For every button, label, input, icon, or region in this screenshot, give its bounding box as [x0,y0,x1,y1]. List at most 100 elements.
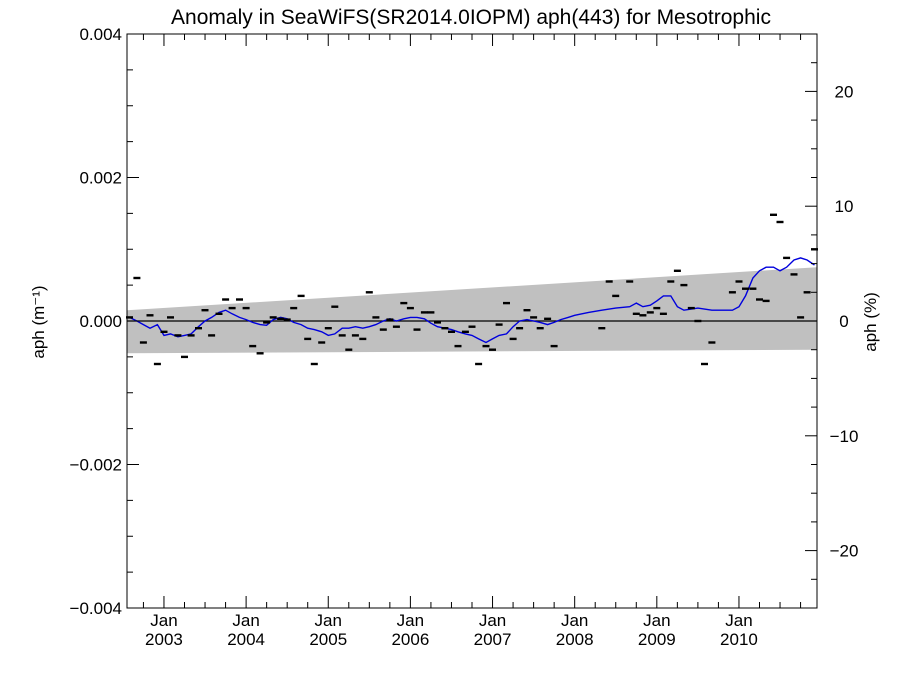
y-tick-label-right: 0 [839,312,848,331]
data-point [400,301,408,305]
data-point [201,309,209,312]
data-point [735,280,743,283]
data-point [256,352,264,355]
data-point [359,337,367,341]
data-point [475,362,483,366]
x-tick-label-month: Jan [561,611,588,630]
data-point [304,337,312,341]
data-point [770,213,777,216]
data-point [338,334,346,337]
confidence-band-layer [127,267,817,354]
data-point [639,314,647,317]
x-tick-label-month: Jan [397,611,424,630]
data-point [228,306,236,310]
y-axis-right-title: aph (%) [861,292,880,352]
data-point [139,341,147,344]
x-tick-label-month: Jan [150,611,177,630]
data-point [236,298,243,301]
x-tick-label-year: 2007 [474,630,512,649]
data-point [646,311,654,314]
data-point [503,301,510,305]
data-point [372,316,380,319]
data-point [667,280,675,283]
x-axis: Jan2003Jan2004Jan2005Jan2006Jan2007Jan20… [142,34,802,649]
x-tick-label-month: Jan [725,611,752,630]
x-tick-label-month: Jan [479,611,506,630]
x-tick-label-month: Jan [315,611,342,630]
y-tick-label-left: 0.002 [79,169,122,188]
data-point [208,334,216,337]
data-point [550,344,558,348]
data-point [598,327,606,330]
data-point [708,341,716,344]
x-tick-label-year: 2006 [391,630,429,649]
data-point [482,344,490,348]
data-point [324,327,332,330]
y-tick-label-left: 0.000 [79,312,122,331]
data-point [386,318,394,321]
x-tick-label-month: Jan [232,611,259,630]
data-point [544,317,552,320]
x-tick-label-year: 2010 [720,630,758,649]
data-point [146,314,154,317]
data-point [290,306,298,310]
data-point [776,220,784,224]
data-point [181,355,188,359]
data-point [222,298,230,301]
x-tick-label-month: Jan [643,611,670,630]
data-point [174,334,182,337]
data-point [461,330,469,333]
data-point [516,327,524,330]
data-point [790,273,798,276]
data-point [612,294,620,298]
data-point [756,298,763,301]
data-point [811,248,818,251]
data-point [283,318,291,321]
data-point [379,328,387,331]
data-point [687,306,695,310]
data-point [509,337,517,341]
data-point [530,316,538,319]
y-axis-left: 0.004 0.002 0.000 −0.002 −0.004 [70,25,139,618]
data-points-layer [126,213,818,366]
data-point [673,269,681,272]
data-point [242,306,250,310]
data-point [523,309,531,312]
y-tick-label-left: −0.002 [70,456,122,475]
chart-title: Anomaly in SeaWiFS(SR2014.0IOPM) aph(443… [171,6,771,29]
y-axis-left-title: aph (m⁻¹) [29,285,48,358]
data-point [249,344,257,348]
y-tick-label-right: −20 [830,542,859,561]
x-tick-label-year: 2003 [145,630,183,649]
x-tick-label-year: 2008 [556,630,594,649]
data-point [126,316,133,319]
data-point [318,341,326,344]
data-point [406,306,414,310]
data-point [187,334,195,337]
data-point [133,276,141,280]
confidence-band [127,267,817,354]
data-point [626,280,634,283]
y-tick-label-right: 20 [835,82,854,101]
data-point [632,312,640,315]
data-point [701,362,708,366]
data-point [694,319,702,323]
data-point [489,348,496,351]
data-point [365,291,373,294]
data-point [762,299,770,303]
data-point [653,306,661,310]
data-point [351,334,359,337]
data-point [749,287,757,290]
data-point [803,291,811,294]
y-tick-label-left: 0.004 [79,25,122,44]
data-point [420,311,428,314]
data-point [495,323,503,326]
y-tick-label-right: −10 [830,427,859,446]
x-tick-label-year: 2005 [309,630,347,649]
data-point [167,316,174,319]
data-point [427,311,435,314]
data-point [434,321,441,324]
data-point [728,291,736,294]
data-point [605,280,613,283]
